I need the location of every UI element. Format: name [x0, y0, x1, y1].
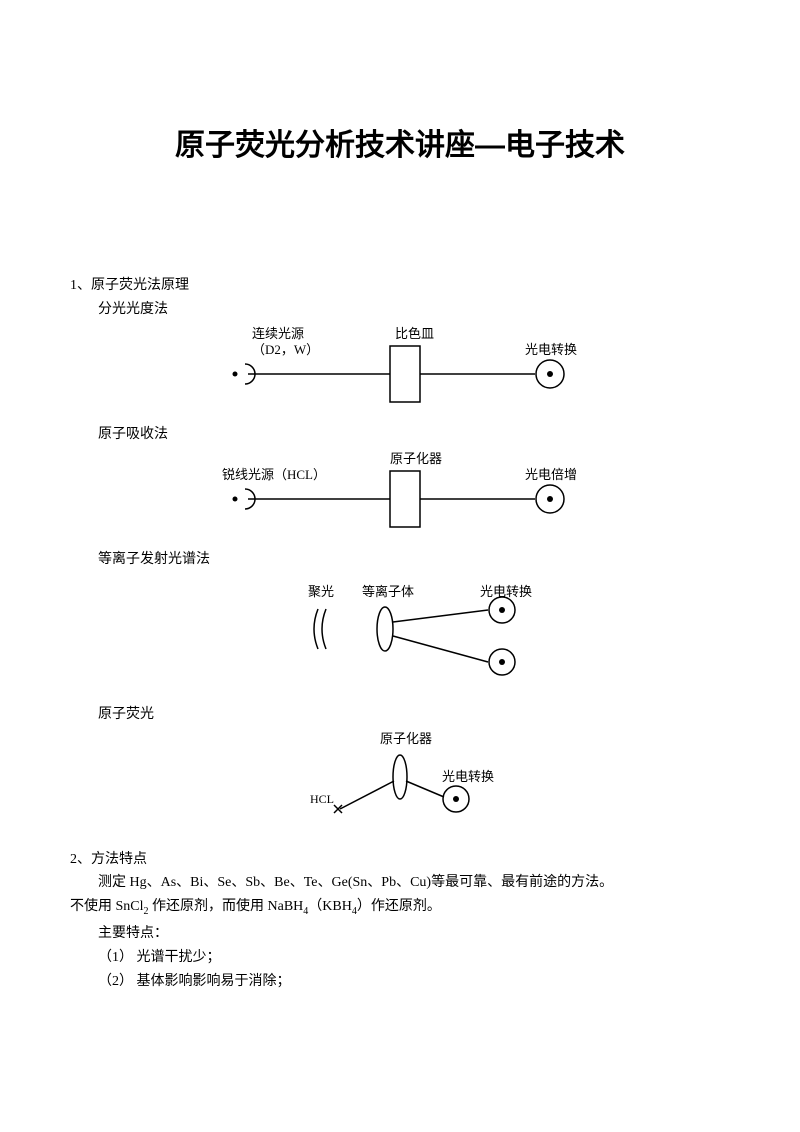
d2-middle: 原子化器 — [390, 451, 442, 466]
diagram-spectrophotometry: 连续光源 （D2，W） 比色皿 光电转换 — [190, 324, 730, 409]
section2-item1: （1） 光谱干扰少； — [98, 946, 730, 966]
d3-lens1: 聚光 — [308, 584, 334, 599]
section2-body3: 主要特点： — [98, 922, 730, 942]
d1-source-top: 连续光源 — [252, 326, 304, 341]
d3-middle: 等离子体 — [362, 584, 414, 599]
d4-detector: 光电转换 — [442, 769, 494, 784]
diagram-atomic-absorption: 锐线光源（HCL） 原子化器 光电倍增 — [190, 449, 730, 534]
d1-middle: 比色皿 — [395, 326, 434, 341]
section1-sub3: 等离子发射光谱法 — [98, 548, 730, 568]
s2-b2d: ）作还原剂。 — [357, 899, 441, 914]
d2-source: 锐线光源（HCL） — [222, 467, 326, 482]
section2-body2: 不使用 SnCl2 作还原剂，而使用 NaBH4（KBH4）作还原剂。 — [70, 896, 730, 920]
d2-detector: 光电倍增 — [525, 467, 577, 482]
section1-sub4: 原子荧光 — [98, 703, 730, 723]
d1-detector: 光电转换 — [525, 342, 577, 357]
diagram-atomic-fluorescence: 原子化器 HCL 光电转换 — [190, 729, 730, 834]
section2-heading: 2、方法特点 — [70, 848, 730, 868]
s2-b2c: （KBH — [308, 899, 352, 914]
s2-b2b: 作还原剂，而使用 NaBH — [149, 899, 304, 914]
d4-source: HCL — [310, 792, 334, 806]
section1-sub2: 原子吸收法 — [98, 423, 730, 443]
page-title: 原子荧光分析技术讲座—电子技术 — [70, 120, 730, 164]
section1-heading: 1、原子荧光法原理 — [70, 274, 730, 294]
d1-source-bottom: （D2，W） — [252, 342, 319, 357]
section1-sub1: 分光光度法 — [98, 298, 730, 318]
section2-body1: 测定 Hg、As、Bi、Se、Sb、Be、Te、Ge(Sn、Pb、Cu)等最可靠… — [70, 872, 730, 894]
s2-b1a: 测定 Hg、As、Bi、Se、Sb、Be、Te、Ge(Sn、Pb、Cu)等最可靠… — [98, 875, 613, 890]
d4-middle: 原子化器 — [380, 731, 432, 746]
s2-b2a: 不使用 SnCl — [70, 899, 144, 914]
d3-detector: 光电转换 — [480, 584, 532, 599]
diagram-icp: 聚光 等离子体 光电转换 — [190, 574, 730, 689]
section2-item2: （2） 基体影响影响易于消除； — [98, 970, 730, 990]
